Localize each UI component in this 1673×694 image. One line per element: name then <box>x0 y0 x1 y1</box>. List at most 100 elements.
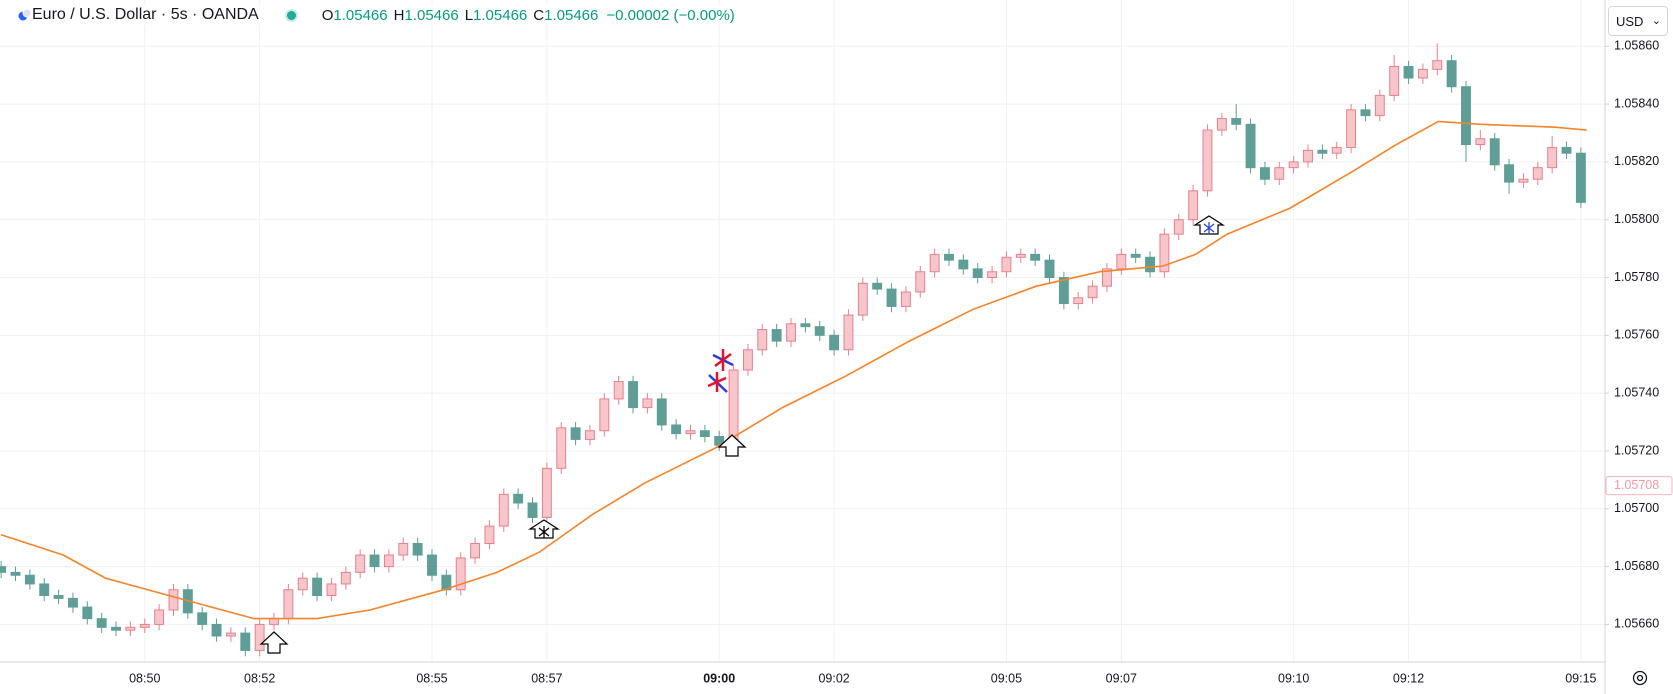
y-tick-label: 1.05700 <box>1614 501 1659 515</box>
candle-body <box>412 542 423 556</box>
candle-body <box>470 542 481 559</box>
candle-body <box>326 583 337 597</box>
candle-body <box>1073 297 1084 305</box>
candle-body <box>154 609 165 625</box>
x-tick-label: 09:07 <box>1106 671 1137 685</box>
candle-body <box>628 381 638 409</box>
ohlc-value: 1.05466 <box>404 6 459 24</box>
market-status[interactable] <box>284 8 298 22</box>
candle-body <box>139 623 150 628</box>
annotations <box>259 215 1226 654</box>
candle-body <box>1130 253 1141 258</box>
candle-body <box>541 467 552 518</box>
candle-body <box>1001 256 1012 273</box>
x-tick-label: 08:50 <box>129 671 160 685</box>
y-tick-label: 1.05820 <box>1614 154 1659 168</box>
candle-body <box>383 554 394 568</box>
candle-body <box>68 597 78 608</box>
candle-body <box>1461 86 1471 146</box>
candle-body <box>872 282 883 290</box>
y-tick-label: 1.05680 <box>1614 559 1659 573</box>
y-tick-label: 1.05740 <box>1614 385 1659 399</box>
candle-body <box>125 626 136 631</box>
x-tick-label: 08:57 <box>531 671 562 685</box>
candle-body <box>972 268 983 279</box>
symbol-title[interactable]: Euro / U.S. Dollar · 5s · OANDA <box>32 6 259 23</box>
candle-body <box>699 430 710 438</box>
candle-body <box>1432 60 1443 70</box>
candle-body <box>1317 149 1328 154</box>
ohlc-value: 1.05466 <box>544 6 599 24</box>
candle-body <box>570 427 581 440</box>
candle-body <box>685 430 696 435</box>
candle-body <box>613 381 624 400</box>
candle-body <box>1231 118 1242 125</box>
candle-body <box>1547 146 1558 169</box>
chevron: ⌄ <box>1651 15 1661 27</box>
candle-body <box>1532 167 1543 180</box>
candle-body <box>1417 68 1428 79</box>
candle-body <box>484 525 495 544</box>
candle-body <box>1188 190 1199 221</box>
candle-body <box>800 323 811 328</box>
legend-header: Euro / U.S. Dollar · 5s · OANDA O 1.05466… <box>18 5 735 25</box>
x-tick-label: 09:15 <box>1565 671 1596 685</box>
candle-body <box>944 253 954 261</box>
candle-body <box>829 334 840 351</box>
candle-body <box>312 577 323 597</box>
candle-body <box>1360 109 1371 117</box>
star-marker <box>712 349 734 371</box>
candle-body <box>1159 233 1170 273</box>
star-marker <box>707 372 728 393</box>
settings-icon[interactable] <box>1632 670 1648 686</box>
y-tick-label: 1.05860 <box>1614 39 1659 53</box>
house-marker <box>1192 215 1226 235</box>
candle-body <box>1518 178 1529 183</box>
candle-body <box>225 632 236 637</box>
candle-body <box>1173 219 1184 235</box>
candle-body <box>1087 285 1098 299</box>
currency-label: USD <box>1616 13 1644 29</box>
x-tick-label: 09:02 <box>818 671 849 685</box>
x-tick-label: 09:00 <box>703 671 735 685</box>
candle-body <box>1489 138 1500 166</box>
candle-body <box>527 502 538 518</box>
candle-body <box>886 288 897 307</box>
candle-body <box>771 329 782 342</box>
candle-body <box>82 606 93 620</box>
ohlc-value: 1.05466 <box>473 6 528 24</box>
candle-body <box>1015 253 1026 258</box>
candle-body <box>1274 167 1285 180</box>
candle-body <box>814 326 825 336</box>
candle-body <box>1475 138 1486 146</box>
candle-body <box>513 493 524 504</box>
candle-body <box>0 566 7 573</box>
candle-body <box>857 282 868 316</box>
ohlc-key: O <box>321 6 334 24</box>
candle-body <box>1575 152 1586 203</box>
candle-body <box>427 554 437 576</box>
candle-body <box>642 398 653 409</box>
currency-select[interactable]: USD ⌄ <box>1608 6 1668 36</box>
price-marker-label: 1.05708 <box>1614 478 1659 492</box>
ohlc-key: H <box>393 6 405 24</box>
candle-body <box>10 571 21 576</box>
change-value: −0.00002 (−0.00%) <box>606 6 735 24</box>
house-marker <box>527 519 561 539</box>
candle-body <box>340 571 351 585</box>
candle-body <box>297 577 308 591</box>
candle-body <box>24 574 35 585</box>
candle-body <box>1216 118 1227 131</box>
candle-body <box>283 589 294 620</box>
candle-body <box>369 554 380 568</box>
candle-body <box>1259 167 1270 180</box>
candle-body <box>1116 253 1127 270</box>
candle-body <box>786 323 796 342</box>
candle-body <box>1303 149 1313 163</box>
candle-body <box>656 398 667 426</box>
y-tick-label: 1.05760 <box>1614 328 1659 342</box>
x-tick-label: 09:12 <box>1393 671 1424 685</box>
arrow-marker <box>717 434 747 457</box>
